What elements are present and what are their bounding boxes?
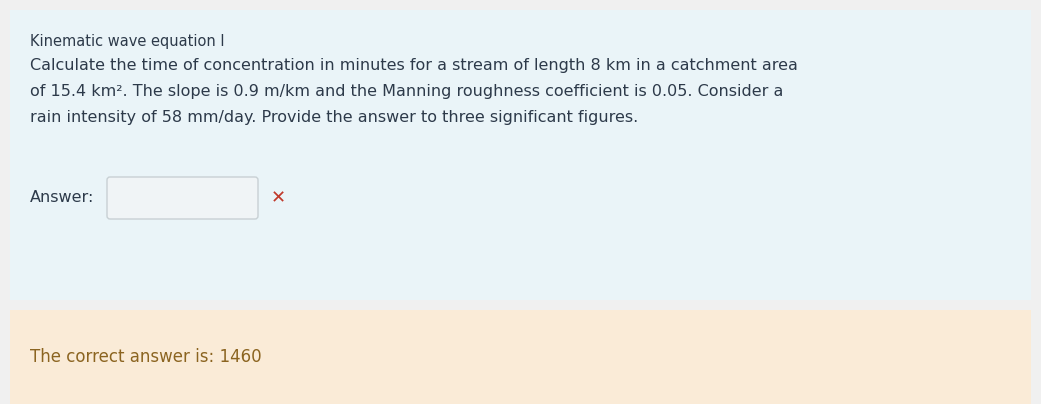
Bar <box>10 10 1031 300</box>
FancyBboxPatch shape <box>107 177 258 219</box>
Text: Calculate the time of concentration in minutes for a stream of length 8 km in a : Calculate the time of concentration in m… <box>30 58 797 73</box>
Text: of 15.4 km². The slope is 0.9 m/km and the Manning roughness coefficient is 0.05: of 15.4 km². The slope is 0.9 m/km and t… <box>30 84 784 99</box>
Text: rain intensity of 58 mm/day. Provide the answer to three significant figures.: rain intensity of 58 mm/day. Provide the… <box>30 110 638 125</box>
Text: ✕: ✕ <box>271 189 286 207</box>
Text: The correct answer is: 1460: The correct answer is: 1460 <box>30 348 261 366</box>
Bar <box>10 310 1031 404</box>
Text: Kinematic wave equation I: Kinematic wave equation I <box>30 34 225 49</box>
Text: Answer:: Answer: <box>30 191 95 206</box>
